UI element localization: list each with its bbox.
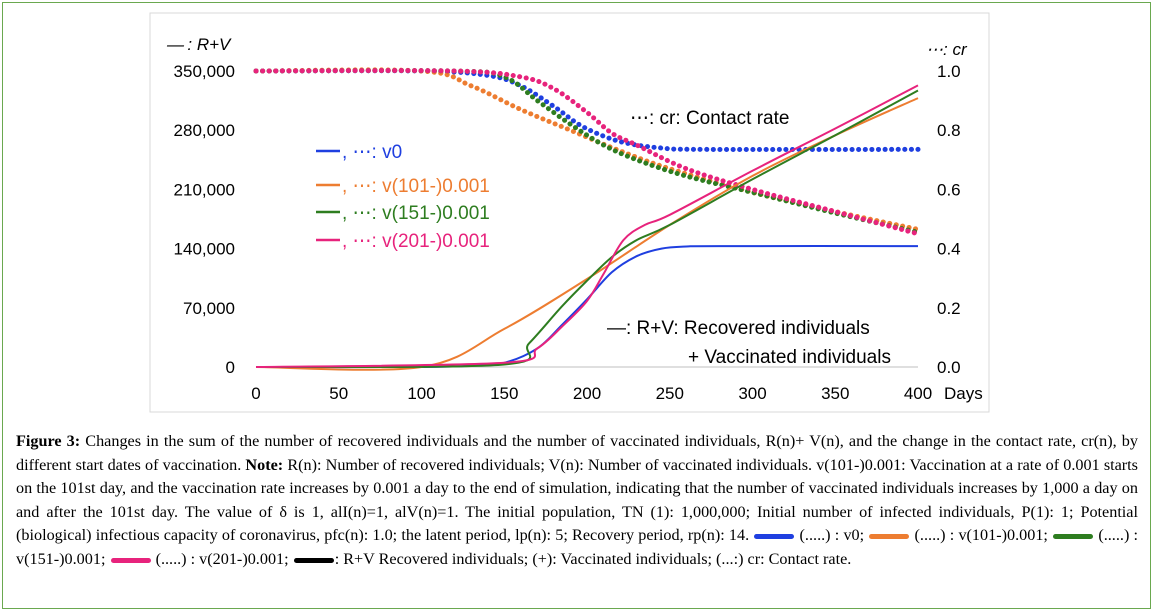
- series-rv-line-2: [255, 89, 919, 369]
- y-right-tick-label: 0.0: [937, 358, 961, 377]
- x-tick-label: 200: [573, 384, 601, 403]
- legend-label-0: , ⋯: v0: [342, 142, 402, 163]
- rv-annotation-line1: —: R+V: Recovered individuals: [607, 318, 870, 339]
- caption-key4: (.....) : v(201-)0.001;: [155, 549, 289, 568]
- x-tick-label: 400: [904, 384, 932, 403]
- y-left-tick-label: 350,000: [174, 62, 235, 81]
- swatch-blue: [754, 534, 795, 540]
- swatch-green: [1053, 534, 1094, 540]
- y-right-tick-label: 0.4: [937, 240, 961, 259]
- y-left-tick-label: 0: [226, 358, 235, 377]
- y-left-tick-label: 210,000: [174, 180, 235, 199]
- caption-part1: Changes in the sum of the number of reco…: [16, 432, 1138, 474]
- y-left-tick-label: 70,000: [183, 299, 235, 318]
- caption-key3: (.....) : v(151-)0.001;: [16, 526, 1139, 568]
- swatch-orange: [869, 534, 910, 540]
- caption-note-label: Note:: [245, 455, 284, 474]
- swatch-pink: [110, 557, 151, 563]
- x-tick-label: 250: [656, 384, 684, 403]
- caption-key2: (.....) : v(101-)0.001;: [914, 526, 1048, 545]
- series-cr-line-3: [253, 68, 921, 237]
- y-right-axis-title: ⋯: cr: [926, 40, 968, 59]
- y-left-tick-label: 280,000: [174, 121, 235, 140]
- rv-annotation-line2: + Vaccinated individuals: [688, 347, 891, 368]
- swatch-black: [293, 557, 334, 563]
- caption-key5: : R+V Recovered individuals; (+): Vaccin…: [334, 549, 852, 568]
- x-tick-label: 50: [329, 384, 348, 403]
- y-right-tick-label: 0.2: [937, 299, 961, 318]
- legend-label-2: , ⋯: v(151-)0.001: [342, 203, 490, 224]
- caption-part2: R(n): Number of recovered individuals; V…: [16, 455, 1138, 545]
- caption-key1: (.....) : v0;: [799, 526, 865, 545]
- x-tick-label: 300: [738, 384, 766, 403]
- chart: 0 50 100 150 200 250 300 350 400 Days 0 70,000 140,0…: [149, 12, 990, 413]
- legend-label-1: , ⋯: v(101-)0.001: [342, 176, 490, 197]
- x-tick-label: 0: [251, 384, 260, 403]
- plot-area-border: [149, 12, 990, 413]
- x-tick-label: 100: [407, 384, 435, 403]
- contact-rate-annotation: ⋯: cr: Contact rate: [630, 108, 789, 129]
- figure-caption: Figure 3: Changes in the sum of the numb…: [16, 430, 1138, 572]
- y-right-tick-label: 0.8: [937, 121, 961, 140]
- y-right-tick-label: 0.6: [937, 180, 961, 199]
- series-rv-line-3: [255, 84, 919, 368]
- x-tick-label: 350: [821, 384, 849, 403]
- x-tick-label: 150: [490, 384, 518, 403]
- x-axis-label: Days: [944, 384, 983, 403]
- caption-label: Figure 3:: [16, 432, 81, 450]
- y-left-tick-label: 140,000: [174, 240, 235, 259]
- y-right-tick-label: 1.0: [937, 62, 961, 81]
- legend-label-3: , ⋯: v(201-)0.001: [342, 231, 490, 252]
- y-left-axis-title: — : R+V: [166, 35, 232, 54]
